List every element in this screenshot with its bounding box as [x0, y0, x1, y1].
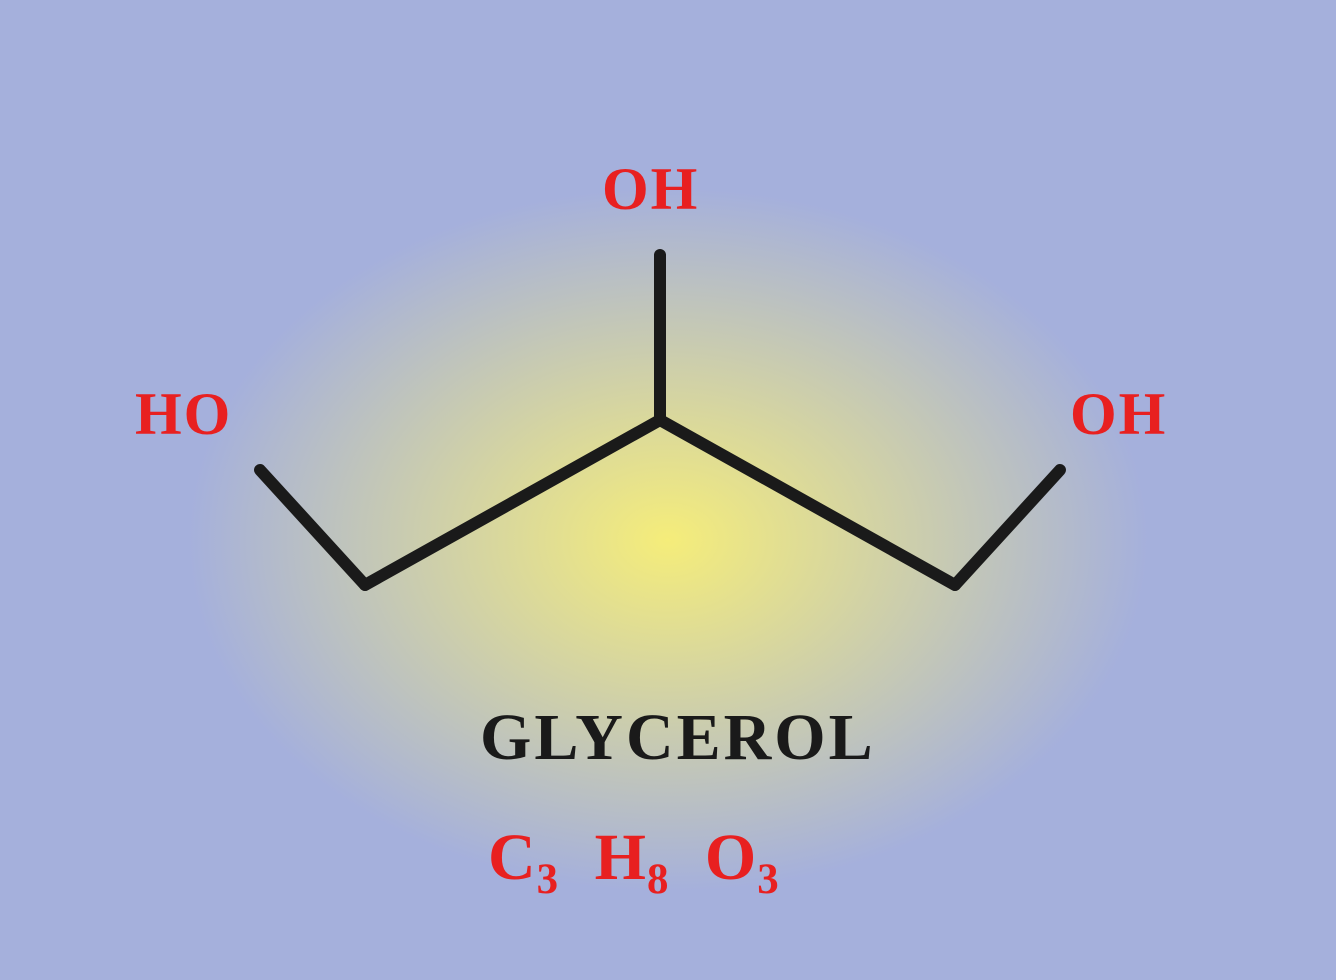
hydroxyl-label-right: OH	[1070, 380, 1167, 449]
hydroxyl-label-top: OH	[602, 155, 699, 224]
hydroxyl-label-left: HO	[135, 380, 232, 449]
compound-name: GLYCEROL	[480, 700, 876, 776]
molecular-formula: C3 H8 O3	[488, 820, 780, 904]
